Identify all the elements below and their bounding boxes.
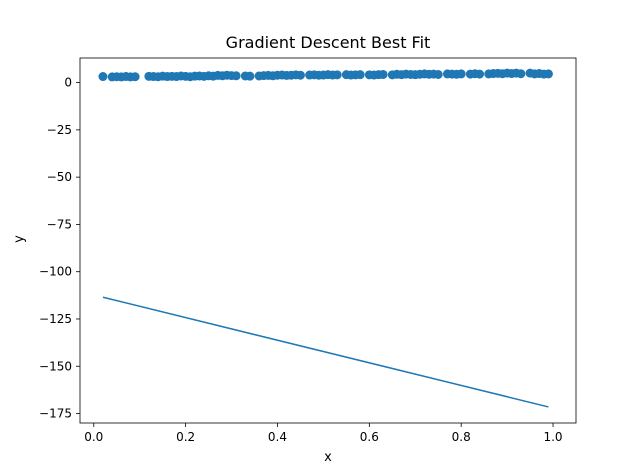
- x-tick-label: 0.8: [452, 430, 471, 444]
- y-tick-label: −75: [47, 217, 72, 231]
- data-point: [433, 69, 443, 79]
- plot-area: 0.0 0.2 0.4 0.6 0.8 1.0 0 −25 −50 −75 −100 −125 −150…: [39, 57, 577, 444]
- y-tick-label: −50: [47, 170, 72, 184]
- fit-line: [102, 296, 549, 408]
- y-tick-label: −175: [39, 407, 72, 421]
- data-point: [130, 72, 140, 82]
- axes-frame: [79, 57, 577, 424]
- y-tick-label: −25: [47, 123, 72, 137]
- y-tick-label: −100: [39, 265, 72, 279]
- x-tick-label: 0.4: [268, 430, 287, 444]
- data-point: [295, 70, 305, 80]
- data-point: [475, 69, 485, 79]
- x-tick-label: 0.6: [360, 430, 379, 444]
- data-point: [231, 71, 241, 81]
- data-point: [245, 71, 255, 81]
- data-point: [378, 69, 388, 79]
- x-tick-label: 0.2: [176, 430, 195, 444]
- y-axis-label: y: [12, 235, 27, 243]
- y-tick-label: −150: [39, 359, 72, 373]
- data-point: [355, 70, 365, 80]
- data-point: [98, 72, 108, 82]
- data-point: [456, 69, 466, 79]
- data-point: [332, 70, 342, 80]
- x-axis-label: x: [324, 450, 332, 465]
- x-tick-label: 1.0: [543, 430, 562, 444]
- y-tick-label: −125: [39, 312, 72, 326]
- data-point: [516, 69, 526, 79]
- data-point: [543, 69, 553, 79]
- x-tick-label: 0.0: [84, 430, 103, 444]
- chart-title: Gradient Descent Best Fit: [226, 33, 431, 52]
- y-tick-label: 0: [64, 76, 72, 90]
